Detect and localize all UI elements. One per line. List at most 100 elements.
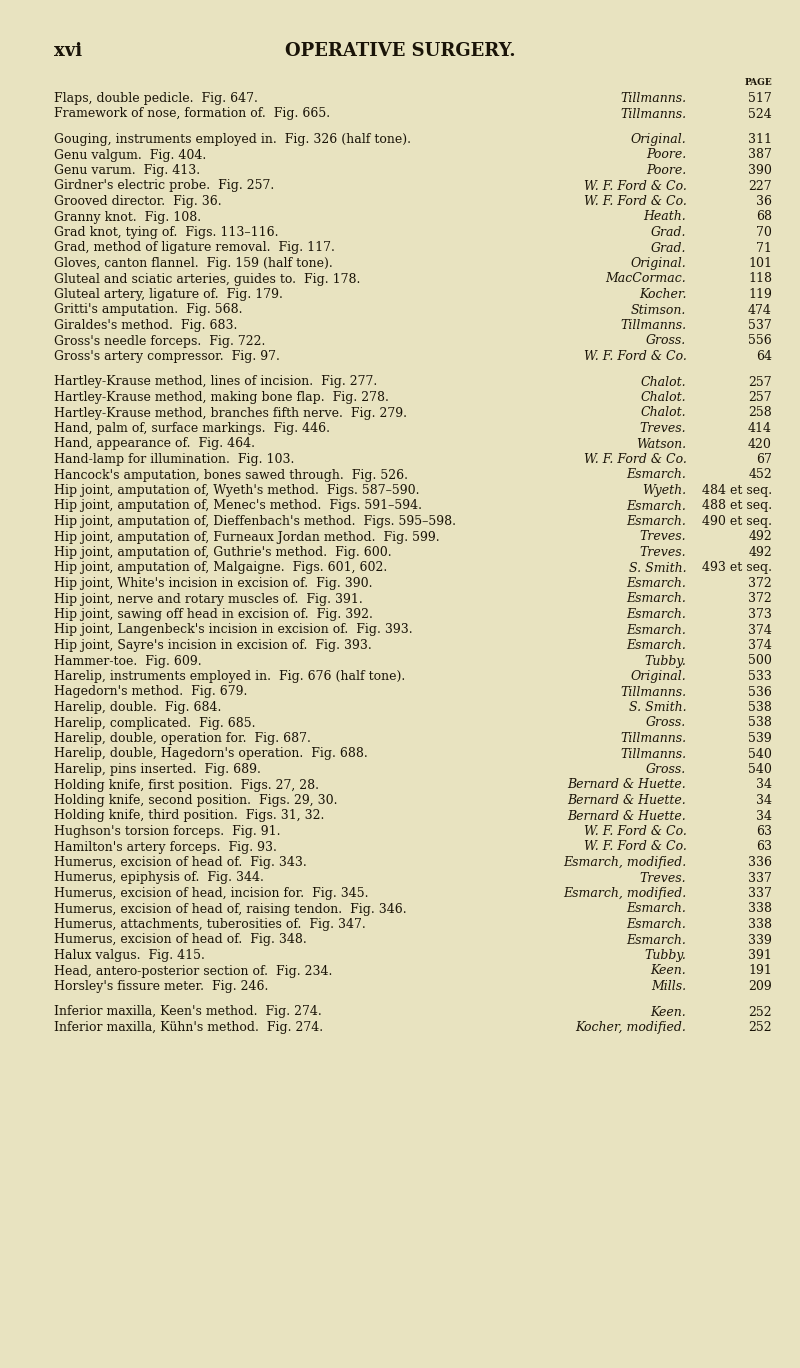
Text: Horsley's fissure meter.  Fig. 246.: Horsley's fissure meter. Fig. 246. bbox=[54, 979, 269, 993]
Text: Poore.: Poore. bbox=[646, 149, 686, 161]
Text: Chalot.: Chalot. bbox=[641, 375, 686, 389]
Text: 556: 556 bbox=[748, 335, 772, 347]
Text: 70: 70 bbox=[756, 226, 772, 239]
Text: Hartley-Krause method, branches fifth nerve.  Fig. 279.: Hartley-Krause method, branches fifth ne… bbox=[54, 406, 407, 420]
Text: 538: 538 bbox=[748, 717, 772, 729]
Text: 257: 257 bbox=[748, 391, 772, 404]
Text: Tillmanns.: Tillmanns. bbox=[620, 319, 686, 332]
Text: Hand, palm of, surface markings.  Fig. 446.: Hand, palm of, surface markings. Fig. 44… bbox=[54, 421, 330, 435]
Text: Hammer-toe.  Fig. 609.: Hammer-toe. Fig. 609. bbox=[54, 654, 202, 668]
Text: Tubby.: Tubby. bbox=[645, 949, 686, 962]
Text: Heath.: Heath. bbox=[644, 211, 686, 223]
Text: Gross's artery compressor.  Fig. 97.: Gross's artery compressor. Fig. 97. bbox=[54, 350, 280, 363]
Text: 374: 374 bbox=[748, 639, 772, 653]
Text: Harelip, double.  Fig. 684.: Harelip, double. Fig. 684. bbox=[54, 700, 222, 714]
Text: 63: 63 bbox=[756, 825, 772, 839]
Text: Hartley-Krause method, making bone flap.  Fig. 278.: Hartley-Krause method, making bone flap.… bbox=[54, 391, 390, 404]
Text: Watson.: Watson. bbox=[636, 438, 686, 450]
Text: 119: 119 bbox=[748, 289, 772, 301]
Text: 63: 63 bbox=[756, 840, 772, 854]
Text: 372: 372 bbox=[748, 577, 772, 590]
Text: PAGE: PAGE bbox=[744, 78, 772, 88]
Text: Humerus, excision of head, incision for.  Fig. 345.: Humerus, excision of head, incision for.… bbox=[54, 886, 369, 900]
Text: Poore.: Poore. bbox=[646, 164, 686, 176]
Text: Humerus, attachments, tuberosities of.  Fig. 347.: Humerus, attachments, tuberosities of. F… bbox=[54, 918, 366, 932]
Text: OPERATIVE SURGERY.: OPERATIVE SURGERY. bbox=[285, 42, 515, 60]
Text: Hip joint, amputation of, Guthrie's method.  Fig. 600.: Hip joint, amputation of, Guthrie's meth… bbox=[54, 546, 392, 560]
Text: Esmarch.: Esmarch. bbox=[626, 639, 686, 653]
Text: Mills.: Mills. bbox=[651, 979, 686, 993]
Text: Hip joint, amputation of, Menec's method.  Figs. 591–594.: Hip joint, amputation of, Menec's method… bbox=[54, 499, 422, 513]
Text: 34: 34 bbox=[756, 810, 772, 822]
Text: 420: 420 bbox=[748, 438, 772, 450]
Text: Harelip, complicated.  Fig. 685.: Harelip, complicated. Fig. 685. bbox=[54, 717, 256, 729]
Text: Esmarch.: Esmarch. bbox=[626, 468, 686, 482]
Text: 484 et seq.: 484 et seq. bbox=[702, 484, 772, 497]
Text: xvi: xvi bbox=[54, 42, 82, 60]
Text: 500: 500 bbox=[748, 654, 772, 668]
Text: 493 et seq.: 493 et seq. bbox=[702, 561, 772, 575]
Text: Esmarch.: Esmarch. bbox=[626, 933, 686, 947]
Text: Original.: Original. bbox=[630, 133, 686, 146]
Text: Gross.: Gross. bbox=[646, 763, 686, 776]
Text: 257: 257 bbox=[748, 375, 772, 389]
Text: 391: 391 bbox=[748, 949, 772, 962]
Text: 492: 492 bbox=[748, 531, 772, 543]
Text: MacCormac.: MacCormac. bbox=[606, 272, 686, 286]
Text: Harelip, pins inserted.  Fig. 689.: Harelip, pins inserted. Fig. 689. bbox=[54, 763, 262, 776]
Text: 536: 536 bbox=[748, 685, 772, 699]
Text: W. F. Ford & Co.: W. F. Ford & Co. bbox=[583, 825, 686, 839]
Text: Hip joint, amputation of, Furneaux Jordan method.  Fig. 599.: Hip joint, amputation of, Furneaux Jorda… bbox=[54, 531, 440, 543]
Text: 227: 227 bbox=[748, 179, 772, 193]
Text: 540: 540 bbox=[748, 763, 772, 776]
Text: Hartley-Krause method, lines of incision.  Fig. 277.: Hartley-Krause method, lines of incision… bbox=[54, 375, 378, 389]
Text: 390: 390 bbox=[748, 164, 772, 176]
Text: Gloves, canton flannel.  Fig. 159 (half tone).: Gloves, canton flannel. Fig. 159 (half t… bbox=[54, 257, 333, 269]
Text: W. F. Ford & Co.: W. F. Ford & Co. bbox=[583, 840, 686, 854]
Text: Gritti's amputation.  Fig. 568.: Gritti's amputation. Fig. 568. bbox=[54, 304, 243, 316]
Text: 337: 337 bbox=[748, 871, 772, 885]
Text: Genu varum.  Fig. 413.: Genu varum. Fig. 413. bbox=[54, 164, 201, 176]
Text: Esmarch.: Esmarch. bbox=[626, 624, 686, 636]
Text: Halux valgus.  Fig. 415.: Halux valgus. Fig. 415. bbox=[54, 949, 206, 962]
Text: Gouging, instruments employed in.  Fig. 326 (half tone).: Gouging, instruments employed in. Fig. 3… bbox=[54, 133, 411, 146]
Text: 252: 252 bbox=[748, 1021, 772, 1034]
Text: Treves.: Treves. bbox=[640, 546, 686, 560]
Text: Hip joint, amputation of, Wyeth's method.  Figs. 587–590.: Hip joint, amputation of, Wyeth's method… bbox=[54, 484, 420, 497]
Text: 414: 414 bbox=[748, 421, 772, 435]
Text: Tillmanns.: Tillmanns. bbox=[620, 685, 686, 699]
Text: Bernard & Huette.: Bernard & Huette. bbox=[568, 810, 686, 822]
Text: Hip joint, sawing off head in excision of.  Fig. 392.: Hip joint, sawing off head in excision o… bbox=[54, 607, 374, 621]
Text: 517: 517 bbox=[748, 92, 772, 105]
Text: Kocher, modified.: Kocher, modified. bbox=[575, 1021, 686, 1034]
Text: Grad.: Grad. bbox=[651, 226, 686, 239]
Text: Gluteal artery, ligature of.  Fig. 179.: Gluteal artery, ligature of. Fig. 179. bbox=[54, 289, 283, 301]
Text: 118: 118 bbox=[748, 272, 772, 286]
Text: W. F. Ford & Co.: W. F. Ford & Co. bbox=[583, 453, 686, 466]
Text: Giraldes's method.  Fig. 683.: Giraldes's method. Fig. 683. bbox=[54, 319, 238, 332]
Text: Hip joint, nerve and rotary muscles of.  Fig. 391.: Hip joint, nerve and rotary muscles of. … bbox=[54, 592, 363, 606]
Text: 490 et seq.: 490 et seq. bbox=[702, 514, 772, 528]
Text: 64: 64 bbox=[756, 350, 772, 363]
Text: Esmarch.: Esmarch. bbox=[626, 499, 686, 513]
Text: 538: 538 bbox=[748, 700, 772, 714]
Text: Grad, method of ligature removal.  Fig. 117.: Grad, method of ligature removal. Fig. 1… bbox=[54, 242, 335, 254]
Text: 101: 101 bbox=[748, 257, 772, 269]
Text: Hip joint, White's incision in excision of.  Fig. 390.: Hip joint, White's incision in excision … bbox=[54, 577, 373, 590]
Text: Hip joint, Langenbeck's incision in excision of.  Fig. 393.: Hip joint, Langenbeck's incision in exci… bbox=[54, 624, 413, 636]
Text: Grooved director.  Fig. 36.: Grooved director. Fig. 36. bbox=[54, 196, 222, 208]
Text: Hip joint, Sayre's incision in excision of.  Fig. 393.: Hip joint, Sayre's incision in excision … bbox=[54, 639, 372, 653]
Text: 373: 373 bbox=[748, 607, 772, 621]
Text: Gross.: Gross. bbox=[646, 717, 686, 729]
Text: Wyeth.: Wyeth. bbox=[642, 484, 686, 497]
Text: 67: 67 bbox=[756, 453, 772, 466]
Text: Grad knot, tying of.  Figs. 113–116.: Grad knot, tying of. Figs. 113–116. bbox=[54, 226, 279, 239]
Text: Esmarch.: Esmarch. bbox=[626, 903, 686, 915]
Text: Harelip, double, operation for.  Fig. 687.: Harelip, double, operation for. Fig. 687… bbox=[54, 732, 311, 746]
Text: 452: 452 bbox=[748, 468, 772, 482]
Text: Gross.: Gross. bbox=[646, 335, 686, 347]
Text: 252: 252 bbox=[748, 1005, 772, 1019]
Text: Keen.: Keen. bbox=[650, 1005, 686, 1019]
Text: Grad.: Grad. bbox=[651, 242, 686, 254]
Text: Bernard & Huette.: Bernard & Huette. bbox=[568, 778, 686, 792]
